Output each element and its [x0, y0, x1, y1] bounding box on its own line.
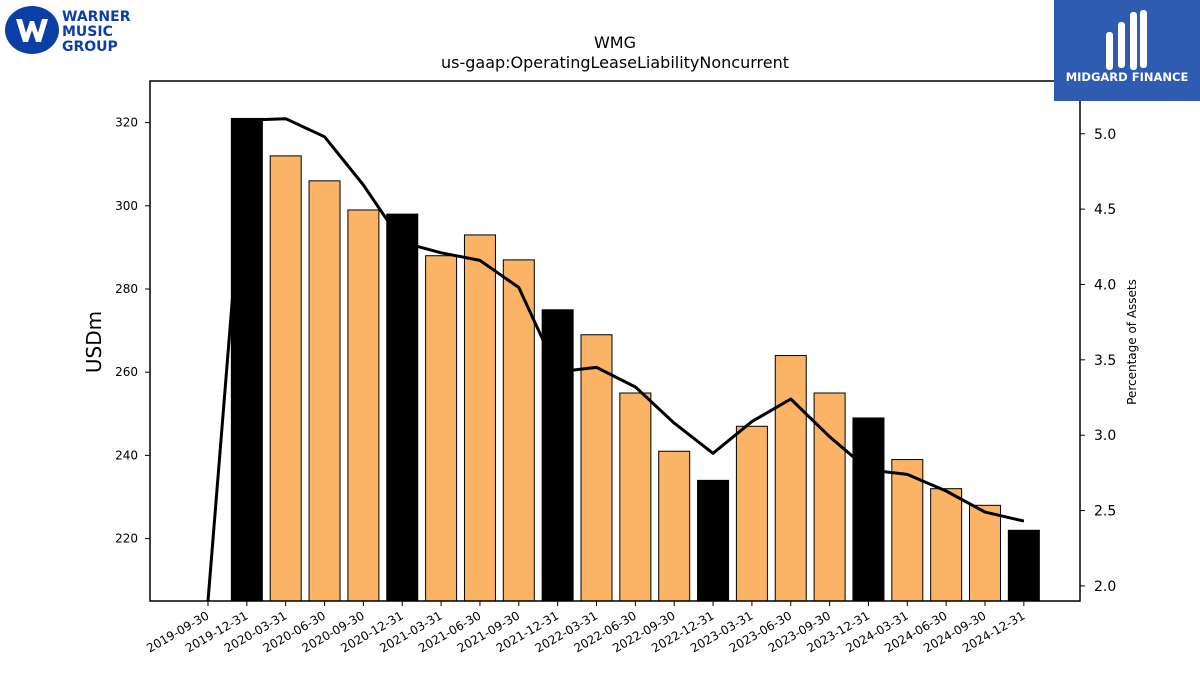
midgard-finance-logo: MIDGARD FINANCE — [1054, 0, 1200, 101]
y2-tick-label: 5.0 — [1094, 127, 1116, 143]
bar-2022-03-31 — [580, 334, 613, 602]
y-axis-label: USDm — [82, 311, 106, 373]
bar-2023-06-30 — [774, 355, 807, 602]
bar-2024-06-30 — [930, 488, 963, 602]
warner-music-group-logo: WARNER MUSIC GROUP — [4, 4, 144, 56]
bar-2023-12-31 — [852, 417, 885, 602]
bar-2019-12-31 — [230, 117, 263, 602]
y2-tick-label: 2.5 — [1094, 504, 1116, 520]
bar-2024-09-30 — [969, 504, 1001, 602]
bar-2020-09-30 — [347, 209, 380, 602]
bar-2021-03-31 — [425, 255, 458, 602]
bar-2021-09-30 — [502, 259, 535, 602]
percentage-of-assets-line — [206, 117, 1025, 602]
y-tick-label: 240 — [115, 448, 138, 462]
bar-2021-12-31 — [541, 309, 574, 602]
y2-axis-label: Percentage of Assets — [1125, 279, 1139, 405]
wmg-logo-line-3: GROUP — [62, 39, 118, 55]
midgard-logo-mark — [1106, 10, 1147, 70]
plot-frame — [149, 80, 1081, 602]
bar-2021-06-30 — [463, 234, 496, 602]
y-tick-label: 220 — [115, 532, 138, 546]
chart-subtitle: us-gaap:OperatingLeaseLiabilityNoncurren… — [441, 53, 789, 72]
bar-2020-03-31 — [269, 155, 302, 602]
y-tick-label: 260 — [115, 365, 138, 379]
chart-title: WMG — [594, 33, 636, 52]
y-tick-label: 280 — [115, 282, 138, 296]
bars-layer — [230, 117, 1040, 602]
bar-2022-06-30 — [619, 392, 652, 602]
bar-2023-03-31 — [735, 425, 768, 602]
wmg-logo-line-1: WARNER — [62, 9, 131, 25]
y-tick-label: 300 — [115, 199, 138, 213]
y2-tick-label: 2.0 — [1094, 579, 1116, 595]
wmg-logo-line-2: MUSIC — [62, 24, 113, 40]
midgard-logo-text: MIDGARD FINANCE — [1066, 70, 1189, 84]
y-tick-label: 320 — [115, 116, 138, 130]
bar-2024-03-31 — [891, 459, 924, 602]
bar-2022-09-30 — [658, 450, 691, 602]
bar-2020-12-31 — [386, 213, 419, 602]
line-layer — [206, 117, 1025, 602]
bar-2024-12-31 — [1007, 529, 1040, 602]
y2-tick-label: 3.5 — [1094, 353, 1116, 369]
y2-tick-label: 3.0 — [1094, 428, 1116, 444]
y2-tick-label: 4.0 — [1094, 277, 1116, 293]
wmg-logo-w-mark — [16, 19, 48, 42]
axes-layer: 2202402602803003202.02.53.03.54.04.55.02… — [115, 80, 1116, 655]
bar-2022-12-31 — [697, 479, 730, 602]
bar-2020-06-30 — [308, 180, 341, 602]
y2-tick-label: 4.5 — [1094, 202, 1116, 218]
